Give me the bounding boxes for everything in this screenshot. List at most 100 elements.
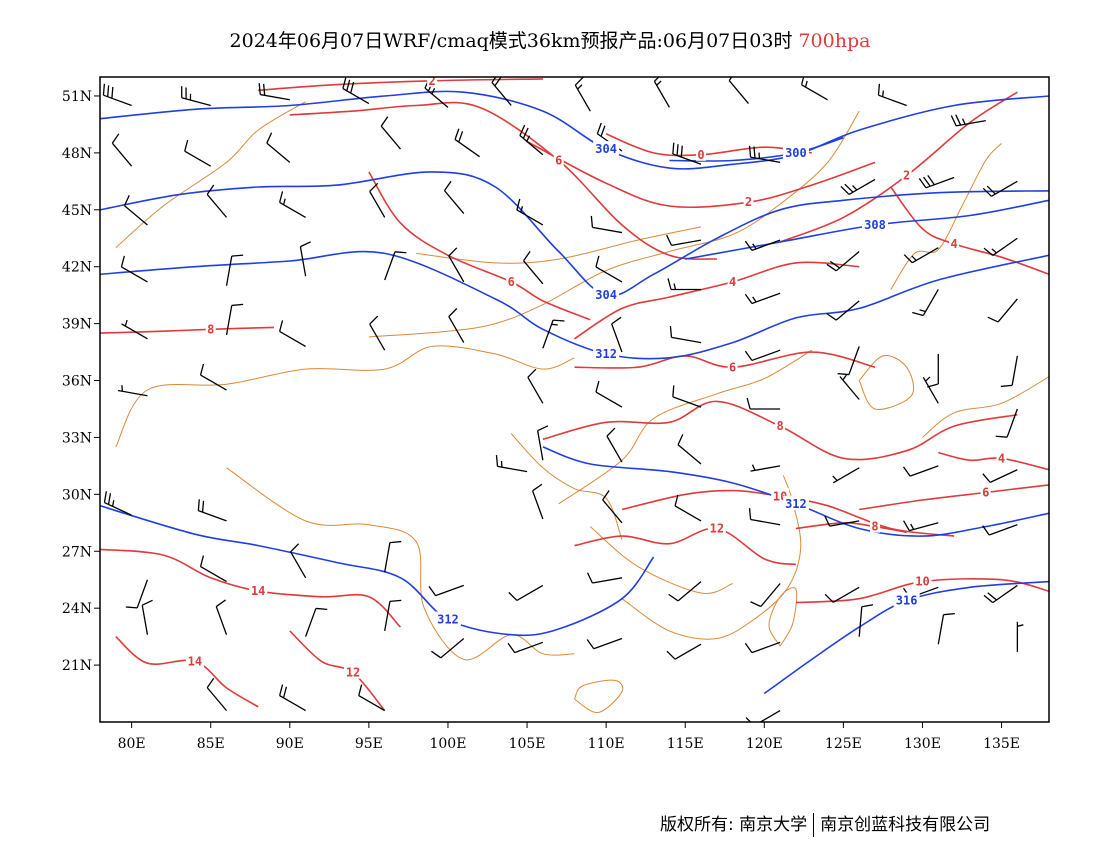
- wind-barb: [299, 241, 311, 277]
- temperature-contour-label-bg: [553, 152, 564, 167]
- wind-barb: [611, 316, 623, 353]
- wind-barb: [824, 586, 860, 603]
- longitude-tick-label: 110E: [588, 736, 625, 752]
- temperature-contour-label-bg: [506, 273, 517, 288]
- temperature-contour-label: 12: [710, 522, 724, 536]
- wind-barb: [225, 254, 244, 286]
- wind-barb: [995, 408, 1018, 438]
- temperature-contour-label: 8: [207, 322, 214, 336]
- wind-barb: [746, 397, 781, 410]
- temperature-contour-label-bg: [901, 167, 912, 182]
- temperature-contour-label-bg: [707, 520, 726, 535]
- wind-barb: [537, 425, 549, 461]
- temperature-contour-label: 2: [429, 74, 436, 88]
- wind-barb: [912, 289, 939, 317]
- height-contour-label-bg: [782, 495, 809, 510]
- wind-barb: [674, 494, 702, 522]
- wind-barb: [668, 581, 702, 602]
- footer: 版权所有: 南京大学 南京创蓝科技有限公司: [660, 810, 990, 837]
- wind-barb: [983, 584, 1018, 604]
- temperature-contour-label-bg: [727, 273, 738, 288]
- wind-barb: [672, 142, 702, 165]
- height-contour-label-bg: [593, 141, 620, 156]
- longitude-tick-label: 120E: [746, 736, 783, 752]
- temperature-contour-label-bg: [980, 484, 991, 499]
- wind-barb: [982, 469, 1018, 483]
- wind-barb: [744, 641, 781, 654]
- height-contour-label: 304: [595, 142, 617, 156]
- temperature-contour-line: [574, 261, 860, 340]
- boundary-line: [589, 526, 733, 594]
- latitude-tick-label: 27N: [62, 544, 92, 560]
- height-contour-line: [100, 171, 1049, 297]
- wind-barb: [197, 499, 227, 522]
- wind-barb: [117, 385, 148, 397]
- map-title: 2024年06月07日WRF/cmaq模式36km预报产品:06月07日03时 7…: [0, 26, 1100, 53]
- wind-barb: [266, 132, 291, 163]
- temperature-contour-label: 6: [508, 275, 515, 289]
- latitude-axis: 51N 48N 45N 42N 39N 36N 33N 30N 27N 24N 21N: [62, 89, 100, 674]
- wind-barb: [384, 251, 407, 281]
- height-contour-label: 312: [437, 613, 459, 627]
- wind-barb: [744, 292, 781, 305]
- wind-barb: [523, 251, 544, 285]
- wind-barb: [586, 637, 623, 650]
- wind-barb: [527, 368, 544, 404]
- latitude-tick-label: 42N: [62, 260, 92, 276]
- wind-barb: [824, 515, 860, 527]
- wind-barb: [199, 363, 227, 391]
- latitude-tick-label: 30N: [62, 487, 92, 503]
- temperature-contour-label: 14: [251, 584, 265, 598]
- wind-barb: [369, 182, 386, 218]
- temperature-contour-label: 8: [776, 419, 783, 433]
- height-contour-label: 312: [785, 497, 807, 511]
- wind-barb: [121, 319, 148, 340]
- footer-separator: [813, 813, 815, 837]
- wind-barb: [982, 180, 1018, 197]
- wind-barb: [669, 325, 702, 344]
- temperature-contour-line: [289, 630, 386, 712]
- wind-barb: [507, 641, 544, 654]
- wind-barb: [491, 77, 512, 106]
- wind-barb: [184, 139, 212, 167]
- temperature-contour-label: 4: [950, 237, 957, 251]
- company-name: 南京创蓝科技有限公司: [820, 815, 991, 835]
- temperature-contour-label-bg: [344, 664, 363, 679]
- temperature-contour-label-bg: [949, 235, 960, 250]
- wind-barb: [667, 278, 702, 291]
- temperature-contour-label-bg: [743, 194, 754, 209]
- latitude-tick-label: 36N: [62, 374, 92, 390]
- title-main: 2024年06月07日WRF/cmaq模式36km预报产品:06月07日03时: [229, 30, 793, 52]
- wind-barb: [744, 239, 781, 252]
- height-contour-label-bg: [593, 287, 620, 302]
- boundary-line: [510, 433, 623, 541]
- wind-barb-layer: [102, 77, 1024, 722]
- temperature-contour-label: 6: [729, 360, 736, 374]
- wind-barb: [431, 638, 465, 659]
- wind-barb: [744, 349, 781, 362]
- wind-barb: [448, 247, 465, 283]
- temperature-contour-label: 12: [346, 666, 360, 680]
- longitude-tick-label: 85E: [197, 736, 225, 752]
- boundary-line: [115, 345, 575, 448]
- longitude-tick-label: 90E: [276, 736, 304, 752]
- wind-barb: [837, 346, 860, 376]
- copyright-text: 版权所有: 南京大学: [660, 815, 808, 835]
- wind-barb: [748, 508, 781, 526]
- longitude-axis: 80E 85E 90E 95E 100E 105E 110E 115E 120E 125E 130E…: [118, 722, 1020, 752]
- height-contour-line: [669, 136, 844, 162]
- boundary-layer: [115, 101, 1049, 714]
- wind-barb: [120, 255, 148, 283]
- boundary-line: [922, 376, 1049, 438]
- wind-barb: [380, 116, 402, 150]
- temperature-contour-line: [938, 451, 1049, 471]
- wind-barb: [877, 83, 907, 107]
- wind-barb: [443, 180, 465, 215]
- wind-barb: [1016, 621, 1024, 652]
- wind-barb: [102, 83, 132, 107]
- temperature-contour-line: [574, 527, 797, 566]
- wind-barb: [206, 677, 228, 712]
- temperature-contour-label: 2: [745, 195, 752, 209]
- wind-barb: [839, 374, 860, 400]
